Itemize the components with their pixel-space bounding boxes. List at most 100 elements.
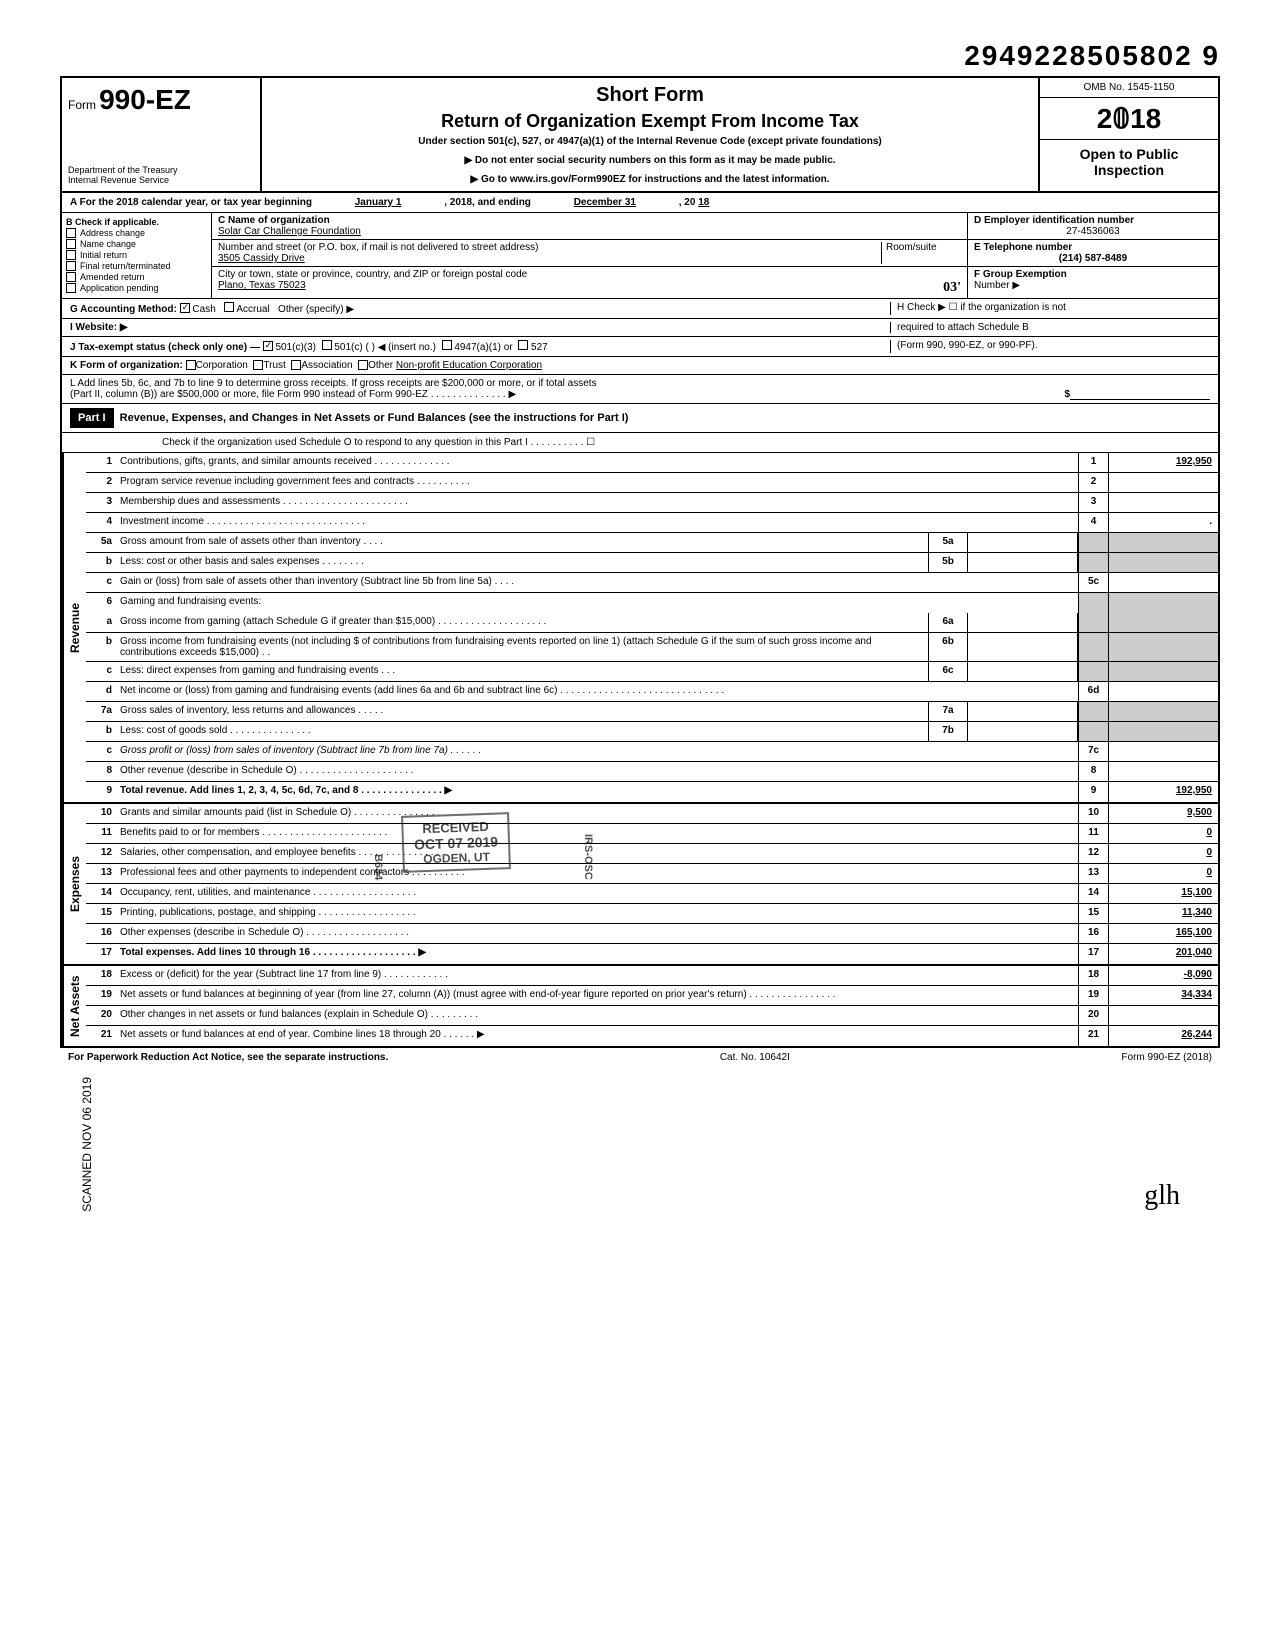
l10-rn: 10 — [1078, 804, 1108, 823]
chk-application-pending[interactable]: Application pending — [66, 283, 207, 293]
l11-desc: Benefits paid to or for members . . . . … — [116, 824, 1078, 843]
l2-num: 2 — [86, 473, 116, 492]
l1-val: 192,950 — [1108, 453, 1218, 472]
l17-num: 17 — [86, 944, 116, 964]
l16-num: 16 — [86, 924, 116, 943]
l1-rn: 1 — [1078, 453, 1108, 472]
chk-initial-return[interactable]: Initial return — [66, 250, 207, 260]
l15-val: 11,340 — [1108, 904, 1218, 923]
form-990ez: Form 990-EZ Department of the Treasury I… — [60, 76, 1220, 1048]
chk-amended-return[interactable]: Amended return — [66, 272, 207, 282]
l6d-rn: 6d — [1078, 682, 1108, 701]
c-name-box: C Name of organization Solar Car Challen… — [212, 213, 967, 240]
l19-rn: 19 — [1078, 986, 1108, 1005]
form-prefix: Form — [68, 98, 96, 112]
l5c-rn: 5c — [1078, 573, 1108, 592]
footer-left: For Paperwork Reduction Act Notice, see … — [68, 1052, 388, 1063]
l12-desc: Salaries, other compensation, and employ… — [116, 844, 1078, 863]
k-assoc: Association — [301, 360, 352, 371]
l7a-sb: 7a — [928, 702, 968, 721]
l17-val: 201,040 — [1108, 944, 1218, 964]
under-section: Under section 501(c), 527, or 4947(a)(1)… — [272, 136, 1028, 147]
line-l: L Add lines 5b, 6c, and 7b to line 9 to … — [62, 375, 1218, 404]
l9-rn: 9 — [1078, 782, 1108, 802]
l20-num: 20 — [86, 1006, 116, 1025]
l8-val — [1108, 762, 1218, 781]
j-label: J Tax-exempt status (check only one) — — [70, 342, 260, 353]
return-title: Return of Organization Exempt From Incom… — [272, 111, 1028, 132]
g-accrual: Accrual — [236, 304, 269, 315]
l21-num: 21 — [86, 1026, 116, 1046]
chk-corp[interactable] — [186, 360, 196, 370]
l-line1: L Add lines 5b, 6c, and 7b to line 9 to … — [70, 378, 1210, 389]
chk-final-return[interactable]: Final return/terminated — [66, 261, 207, 271]
goto-url: ▶ Go to www.irs.gov/Form990EZ for instru… — [272, 174, 1028, 185]
l6b-rn — [1078, 633, 1108, 661]
l15-desc: Printing, publications, postage, and shi… — [116, 904, 1078, 923]
h-text1: H Check ▶ ☐ if the organization is not — [897, 302, 1210, 313]
netassets-label: Net Assets — [62, 966, 86, 1046]
k-trust: Trust — [263, 360, 285, 371]
ein-val: 27-4536063 — [974, 226, 1212, 237]
l15-rn: 15 — [1078, 904, 1108, 923]
line-a-begin: January 1 — [355, 197, 402, 208]
dept-line1: Department of the Treasury — [68, 165, 254, 175]
l6a-num: a — [86, 613, 116, 632]
line-i: I Website: ▶ required to attach Schedule… — [62, 319, 1218, 337]
chk-527[interactable] — [518, 340, 528, 350]
header-left: Form 990-EZ Department of the Treasury I… — [62, 78, 262, 191]
l11-num: 11 — [86, 824, 116, 843]
chk-501c[interactable] — [322, 340, 332, 350]
city-label: City or town, state or province, country… — [218, 269, 527, 280]
chk-cash[interactable] — [180, 303, 190, 313]
chk-other-org[interactable] — [358, 360, 368, 370]
l16-val: 165,100 — [1108, 924, 1218, 943]
expenses-section: Expenses 10Grants and similar amounts pa… — [62, 804, 1218, 966]
l2-desc: Program service revenue including govern… — [116, 473, 1078, 492]
l7a-desc: Gross sales of inventory, less returns a… — [116, 702, 928, 721]
l20-rn: 20 — [1078, 1006, 1108, 1025]
f-group-box: F Group Exemption Number ▶ — [968, 267, 1218, 293]
chk-4947[interactable] — [442, 340, 452, 350]
l6c-sb: 6c — [928, 662, 968, 681]
l5b-rn — [1078, 553, 1108, 572]
j-4947: 4947(a)(1) or — [454, 342, 512, 353]
chk-accrual[interactable] — [224, 302, 234, 312]
revenue-label: Revenue — [62, 453, 86, 802]
l14-rn: 14 — [1078, 884, 1108, 903]
j-501c3: 501(c)(3) — [275, 342, 316, 353]
l6d-num: d — [86, 682, 116, 701]
l18-num: 18 — [86, 966, 116, 985]
d-label: D Employer identification number — [974, 215, 1134, 226]
l19-num: 19 — [86, 986, 116, 1005]
dept-line2: Internal Revenue Service — [68, 175, 254, 185]
l5a-rv — [1108, 533, 1218, 552]
l10-num: 10 — [86, 804, 116, 823]
l6c-desc: Less: direct expenses from gaming and fu… — [116, 662, 928, 681]
l6b-sv — [968, 633, 1078, 661]
form-header: Form 990-EZ Department of the Treasury I… — [62, 78, 1218, 193]
chk-trust[interactable] — [253, 360, 263, 370]
l7c-rn: 7c — [1078, 742, 1108, 761]
d-ein-box: D Employer identification number 27-4536… — [968, 213, 1218, 240]
chk-name-change[interactable]: Name change — [66, 239, 207, 249]
l6c-sv — [968, 662, 1078, 681]
l7c-val — [1108, 742, 1218, 761]
chk-assoc[interactable] — [291, 360, 301, 370]
chk-address-change[interactable]: Address change — [66, 228, 207, 238]
b-item-0: Address change — [80, 228, 145, 238]
l21-val: 26,244 — [1108, 1026, 1218, 1046]
f-label2: Number ▶ — [974, 280, 1020, 291]
l7b-desc: Less: cost of goods sold . . . . . . . .… — [116, 722, 928, 741]
l6b-rv — [1108, 633, 1218, 661]
chk-501c3[interactable] — [263, 341, 273, 351]
l2-rn: 2 — [1078, 473, 1108, 492]
c-street-box: Number and street (or P.O. box, if mail … — [212, 240, 967, 267]
l20-desc: Other changes in net assets or fund bala… — [116, 1006, 1078, 1025]
b-title: B Check if applicable. — [66, 217, 207, 227]
section-bcdef: B Check if applicable. Address change Na… — [62, 213, 1218, 299]
l21-desc: Net assets or fund balances at end of ye… — [116, 1026, 1078, 1046]
l14-desc: Occupancy, rent, utilities, and maintena… — [116, 884, 1078, 903]
b-item-2: Initial return — [80, 250, 127, 260]
room-label: Room/suite — [886, 242, 937, 253]
